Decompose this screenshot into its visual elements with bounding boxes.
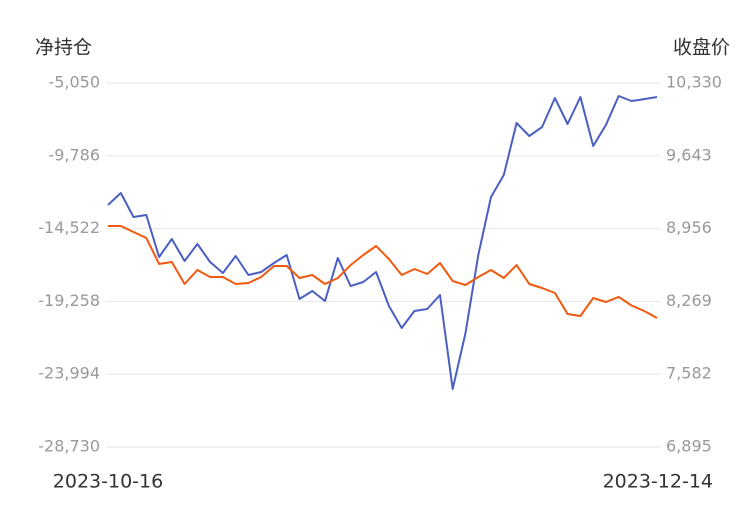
y2-tick-label: 10,330	[666, 73, 722, 92]
y2-tick-label: 9,643	[666, 145, 712, 164]
y2-tick-label: 6,895	[666, 437, 712, 456]
series-line	[107, 95, 658, 390]
y-tick-label: -14,522	[38, 218, 100, 237]
y-tick-label: -19,258	[38, 291, 100, 310]
series-line	[108, 225, 658, 319]
x-tick-label: 2023-10-16	[53, 471, 163, 493]
y-tick-label: -23,994	[38, 364, 100, 383]
x-tick-label: 2023-12-14	[603, 471, 713, 493]
y-tick-label: -28,730	[38, 437, 100, 456]
y2-tick-label: 8,956	[666, 218, 712, 237]
y-tick-label: -9,786	[48, 145, 100, 164]
y2-tick-label: 7,582	[666, 364, 712, 383]
y2-axis-title: 收盘价	[673, 37, 730, 59]
y2-tick-label: 8,269	[666, 291, 712, 310]
y-axis-title: 净持仓	[35, 37, 92, 59]
y-tick-label: -5,050	[48, 73, 100, 92]
